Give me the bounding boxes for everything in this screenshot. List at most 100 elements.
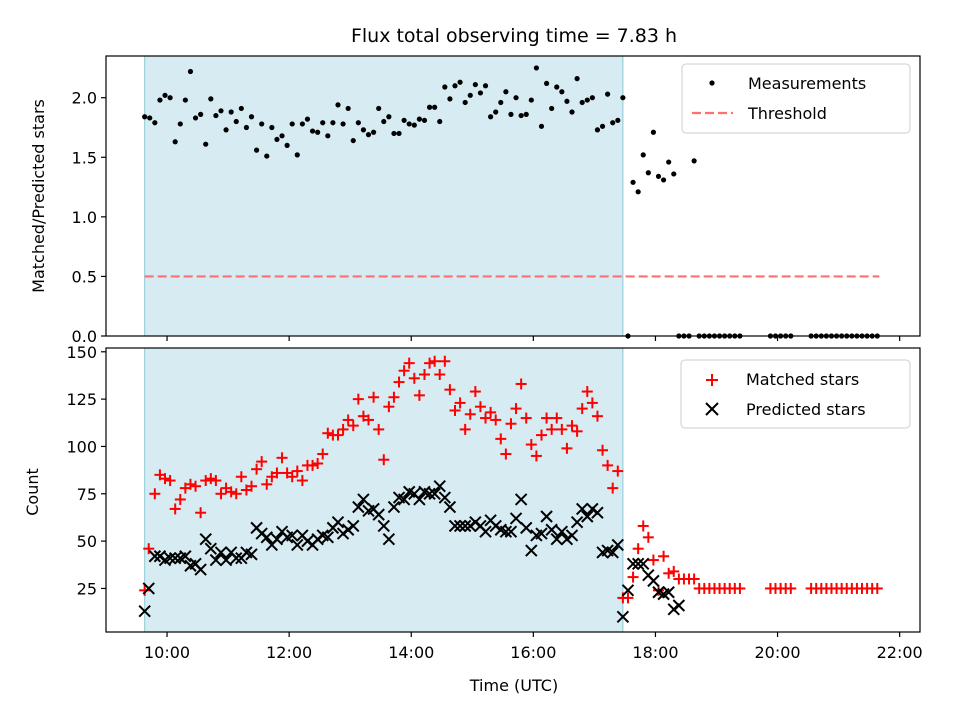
measurement-point — [325, 133, 331, 139]
predicted-stars-point — [575, 502, 589, 516]
measurement-point — [432, 104, 438, 110]
top-legend-box — [681, 63, 911, 134]
measurement-point — [503, 89, 509, 95]
measurement-point — [294, 152, 300, 158]
matched-stars-point — [495, 433, 507, 445]
matched-stars-point — [566, 420, 578, 432]
predicted-stars-point — [413, 493, 426, 506]
measurement-point — [640, 152, 646, 158]
x-tick-label: 20:00 — [754, 643, 800, 662]
measurement-point — [365, 132, 372, 138]
predicted-stars-point — [204, 542, 218, 555]
measurement-point — [177, 121, 183, 127]
predicted-stars-point — [453, 519, 467, 533]
measurement-point — [523, 111, 529, 117]
matched-stars-point — [464, 408, 476, 420]
measurement-point — [513, 95, 519, 101]
measurement-point — [391, 130, 397, 137]
matched-stars-point — [551, 412, 563, 424]
matched-stars-point — [424, 357, 436, 369]
predicted-stars-point — [270, 533, 284, 546]
matched-stars-point — [403, 357, 415, 369]
matched-stars-point — [490, 414, 502, 426]
predicted-stars-point — [626, 557, 640, 571]
x-tick-label: 22:00 — [877, 643, 923, 662]
predicted-stars-point — [219, 553, 233, 567]
predicted-stars-point — [372, 508, 385, 521]
predicted-stars-point — [479, 525, 492, 538]
predicted-stars-point — [209, 553, 223, 567]
measurement-point — [142, 114, 148, 120]
measurement-point — [472, 81, 478, 88]
x-tick-label: 14:00 — [388, 643, 434, 662]
measurement-point — [360, 127, 367, 133]
measurement-point — [615, 117, 621, 123]
predicted-stars-point — [331, 515, 345, 529]
measurement-point — [198, 111, 204, 117]
matched-stars-point — [535, 429, 547, 441]
measurement-point — [594, 127, 601, 133]
matched-stars-point — [658, 550, 670, 562]
matched-stars-point — [337, 423, 349, 435]
measurement-point — [426, 104, 433, 110]
matched-stars-point — [256, 456, 268, 468]
matched-stars-point — [363, 414, 375, 426]
legend-threshold-label: Threshold — [747, 104, 827, 123]
measurement-point — [589, 95, 595, 101]
top-shaded-band — [144, 55, 624, 337]
bottom-y-tick-label: 125 — [66, 390, 97, 409]
matched-stars-point — [261, 478, 273, 490]
measurement-point — [309, 128, 316, 134]
predicted-stars-point — [168, 551, 182, 565]
measurement-point — [269, 124, 275, 131]
matched-stars-point — [607, 482, 619, 494]
matched-stars-point — [444, 384, 456, 396]
measurement-point — [371, 129, 377, 135]
measurement-point — [660, 177, 667, 183]
measurement-point — [508, 111, 514, 117]
matched-stars-point — [169, 503, 181, 515]
measurement-point — [157, 97, 163, 103]
matched-stars-point — [413, 389, 425, 401]
matched-stars-point — [515, 378, 527, 390]
measurement-point — [167, 95, 173, 101]
matched-stars-point — [581, 386, 593, 398]
bottom-y-axis: 25 50 75 100 125 150 — [66, 343, 106, 598]
predicted-stars-point — [387, 500, 401, 514]
matched-stars-point — [393, 376, 405, 388]
matched-stars-point — [612, 465, 624, 477]
matched-stars-point — [627, 571, 639, 583]
predicted-stars-point — [525, 544, 538, 557]
measurement-point — [304, 116, 311, 122]
x-tick-label: 12:00 — [266, 643, 312, 662]
matched-stars-point — [373, 423, 385, 435]
matched-stars-point — [602, 459, 614, 471]
top-y-tick-label: 1.5 — [72, 148, 97, 167]
matched-stars-point — [688, 573, 700, 585]
measurement-point — [248, 114, 255, 120]
matched-stars-point — [383, 401, 395, 413]
matched-stars-point — [642, 531, 654, 543]
matched-stars-point — [378, 454, 390, 466]
matched-stars-point — [190, 480, 202, 492]
measurement-point — [147, 115, 153, 121]
matched-stars-point — [291, 465, 303, 477]
matched-stars-point — [418, 369, 430, 381]
measurement-point — [691, 158, 697, 164]
predicted-stars-point — [672, 599, 686, 612]
measurement-point — [462, 99, 468, 106]
measurement-point — [488, 114, 494, 120]
measurement-point — [284, 142, 290, 148]
predicted-stars-point — [214, 546, 228, 559]
predicted-stars-point — [504, 525, 518, 538]
measurement-point — [564, 98, 570, 104]
matched-stars-point — [368, 391, 380, 403]
matched-stars-point — [474, 401, 486, 413]
matched-stars-point — [505, 418, 517, 430]
matched-stars-point — [520, 412, 532, 424]
matched-stars-point — [530, 450, 542, 462]
matched-stars-point — [734, 582, 746, 594]
predicted-stars-point — [179, 550, 192, 563]
matched-stars-point — [332, 429, 344, 441]
